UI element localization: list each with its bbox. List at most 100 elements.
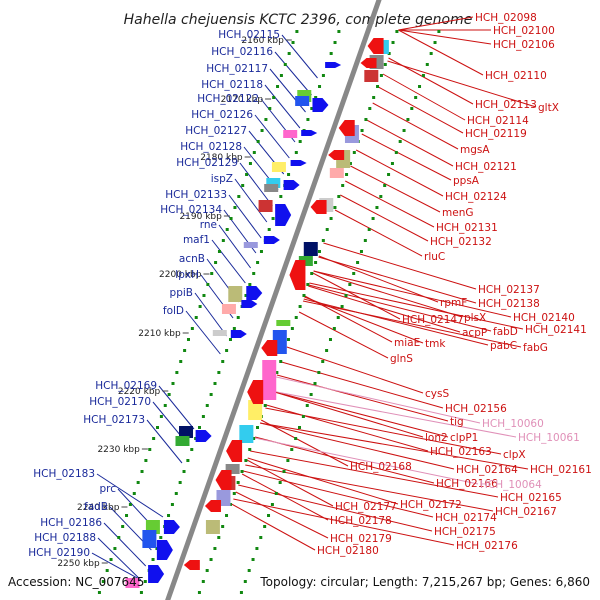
feature-block (329, 168, 344, 178)
reverse-arrow (226, 440, 243, 462)
track-dot (139, 591, 143, 594)
connector-right (323, 242, 477, 290)
accession-text: Accession: NC_007645 (8, 575, 144, 589)
track-dot (186, 459, 190, 462)
track-dot (341, 184, 345, 187)
track-dot (252, 437, 256, 440)
track-dot (260, 129, 264, 132)
gene-label-right: HCH_02140 (513, 312, 575, 324)
gene-label-right: HCH_02179 (330, 533, 392, 545)
gene-label-right: HCH_02156 (445, 403, 507, 415)
track-dot (290, 448, 294, 451)
gene-label-right: HCH_02180 (317, 545, 379, 557)
connector-right (238, 484, 433, 532)
track-dot (301, 415, 305, 418)
track-dot (433, 41, 437, 44)
connector-right (298, 311, 389, 359)
track-dot (221, 239, 225, 242)
gene-label-right: HCH_02098 (475, 12, 537, 24)
track-dot (201, 580, 205, 583)
feature-block (142, 530, 157, 548)
connector-left (218, 224, 252, 269)
gene-label-right: HCH_02165 (500, 492, 562, 504)
feature-block (212, 330, 227, 336)
track-dot (175, 371, 179, 374)
feature-block (225, 464, 240, 474)
track-dot (272, 96, 276, 99)
connector-right (281, 361, 444, 409)
track-dot (348, 162, 352, 165)
connector-right (398, 29, 484, 76)
track-dot (306, 283, 310, 286)
track-dot (321, 74, 325, 77)
connector-left (96, 473, 164, 518)
forward-arrow (156, 540, 173, 560)
gene-label-right: HCH_02175 (434, 526, 496, 538)
track-dot (267, 228, 271, 231)
gene-label-right: HCH_02124 (445, 191, 507, 203)
track-dot (279, 195, 283, 198)
gene-label-right: mgsA (460, 144, 490, 156)
tick-label: 2230 kbp (97, 445, 140, 455)
track-dot (251, 558, 255, 561)
connector-right (309, 282, 524, 330)
track-dot (302, 294, 306, 297)
track-dot (252, 151, 256, 154)
connector-left (97, 537, 142, 581)
connector-left (185, 310, 221, 355)
feature-block (295, 96, 310, 106)
gene-label-right: HCH_02178 (330, 515, 392, 527)
connector-right (303, 298, 489, 346)
connector-right (382, 73, 466, 121)
tick-label: 2220 kbp (118, 387, 161, 397)
track-dot (279, 360, 283, 363)
track-dot (317, 250, 321, 253)
track-dot (259, 536, 263, 539)
track-dot (345, 173, 349, 176)
forward-arrow (301, 130, 318, 136)
track-dot (321, 360, 325, 363)
gene-label-right: rpmF (440, 297, 467, 309)
track-dot (325, 228, 329, 231)
track-dot (190, 448, 194, 451)
track-dot (243, 580, 247, 583)
gene-label-right: HCH_02174 (435, 512, 497, 524)
track-dot (267, 514, 271, 517)
gene-label-right: HCH_10064 (480, 479, 542, 491)
gene-label-left: HCH_02128 (180, 141, 242, 153)
gene-label-left: HCH_02170 (89, 396, 151, 408)
track-dot (294, 151, 298, 154)
gene-label-left: rne (200, 219, 217, 231)
gene-label-left: HCH_02126 (191, 109, 253, 121)
connector-right (302, 300, 522, 348)
track-dot (344, 294, 348, 297)
track-dot (252, 272, 256, 275)
connector-left (239, 162, 273, 207)
forward-arrow (283, 180, 300, 190)
track-dot (278, 481, 282, 484)
track-dot (279, 74, 283, 77)
connector-right (318, 255, 439, 303)
track-dot (209, 558, 213, 561)
track-dot (298, 140, 302, 143)
track-dot (256, 261, 260, 264)
connector-right (372, 102, 459, 150)
connector-right (259, 422, 529, 470)
track-dot (221, 525, 225, 528)
connector-right (266, 404, 429, 452)
connector-left (254, 114, 290, 159)
feature-block (266, 178, 281, 188)
track-dot (140, 470, 144, 473)
forward-arrow (263, 236, 280, 244)
track-dot (371, 217, 375, 220)
track-dot (340, 305, 344, 308)
track-dot (105, 569, 109, 572)
track-dot (429, 52, 433, 55)
connector-right (271, 390, 449, 438)
track-dot (113, 547, 117, 550)
feature-block (175, 436, 190, 446)
track-dot (294, 316, 298, 319)
gene-label-left: HCH_02173 (83, 414, 145, 426)
track-dot (183, 349, 187, 352)
connector-right (312, 272, 401, 320)
